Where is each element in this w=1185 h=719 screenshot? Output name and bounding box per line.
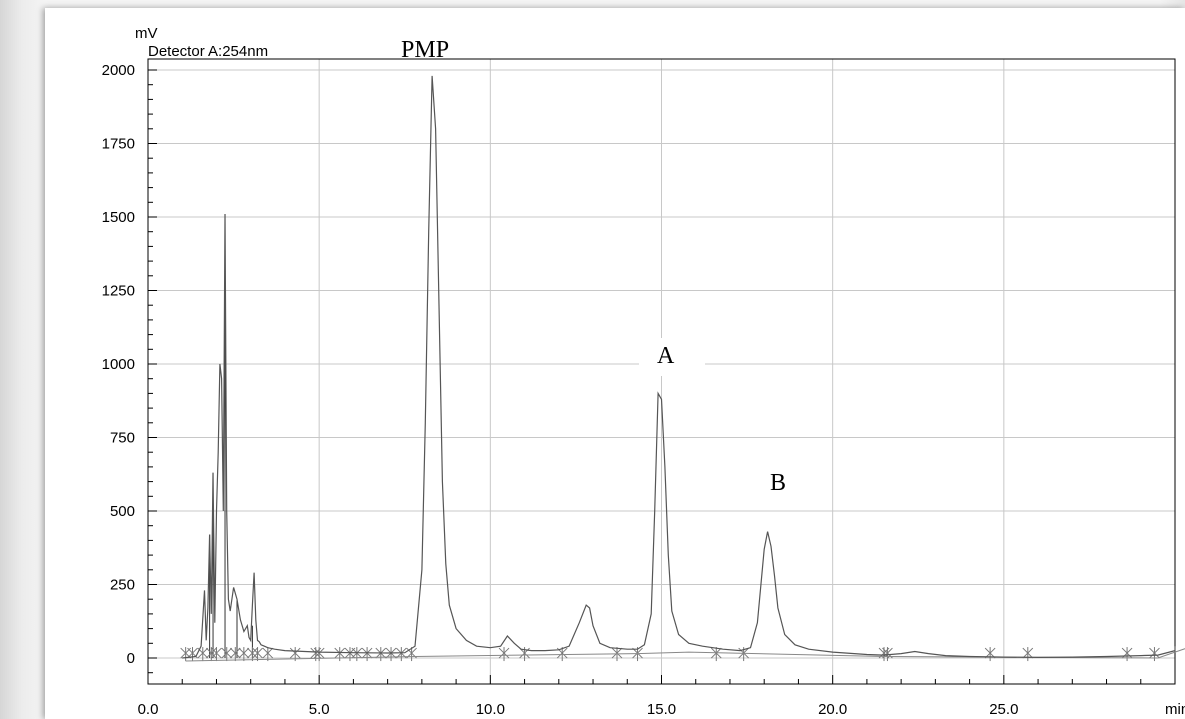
x-tick-label: 20.0 <box>818 701 847 718</box>
y-tick-labels: 0 250 500 750 1000 1250 1500 1750 2000 <box>102 62 135 667</box>
y-axis-unit-label: mV <box>135 25 158 42</box>
annotation-b: B <box>770 470 786 496</box>
y-tick-label: 1250 <box>102 283 135 300</box>
y-tick-label: 1000 <box>102 356 135 373</box>
y-tick-label: 250 <box>110 577 135 594</box>
minor-ticks <box>148 69 1142 684</box>
x-tick-label: 15.0 <box>647 701 676 718</box>
annotation-a: A <box>657 343 675 369</box>
x-tick-labels: 0.0 5.0 10.0 15.0 20.0 25.0 <box>138 701 1019 718</box>
y-tick-label: 1750 <box>102 136 135 153</box>
integration-baseline <box>185 648 1185 662</box>
chromatogram-trace <box>182 75 1176 659</box>
chromatogram-chart: 0.0 5.0 10.0 15.0 20.0 25.0 0 250 500 750 1000 125… <box>102 25 1185 718</box>
annotation-a-background <box>639 338 705 376</box>
x-axis-unit-label: min <box>1165 701 1185 718</box>
detector-label: Detector A:254nm <box>148 43 268 60</box>
x-tick-label: 5.0 <box>309 701 330 718</box>
annotation-pmp: PMP <box>401 37 449 63</box>
y-tick-label: 2000 <box>102 62 135 79</box>
x-tick-label: 10.0 <box>476 701 505 718</box>
x-tick-label: 25.0 <box>989 701 1018 718</box>
y-tick-label: 750 <box>110 430 135 447</box>
x-tick-label: 0.0 <box>138 701 159 718</box>
y-tick-label: 1500 <box>102 209 135 226</box>
y-tick-label: 0 <box>127 650 135 667</box>
chart-frame: 0.0 5.0 10.0 15.0 20.0 25.0 0 250 500 750 1000 125… <box>45 8 1185 719</box>
y-tick-label: 500 <box>110 503 135 520</box>
